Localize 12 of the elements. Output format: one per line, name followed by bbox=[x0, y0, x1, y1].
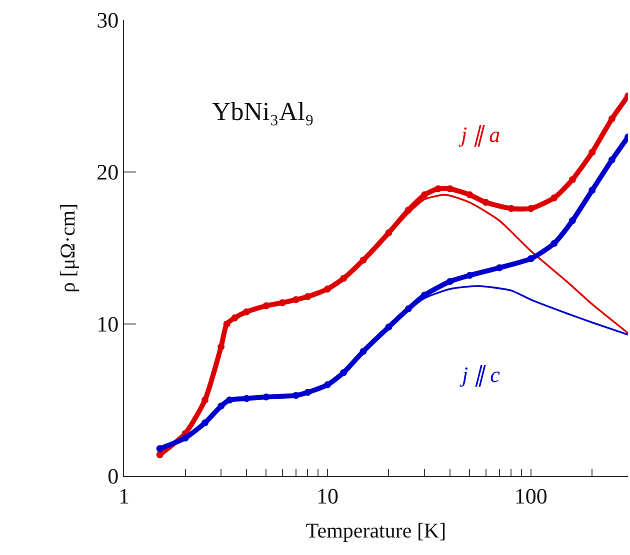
series-label: j ∥ a bbox=[458, 122, 500, 147]
text: j ∥ c bbox=[459, 362, 500, 387]
y-tick-label: 0 bbox=[108, 464, 119, 489]
y-tick-label: 30 bbox=[96, 8, 119, 33]
y-axis-title: ρ [μΩ·cm] bbox=[56, 203, 80, 293]
x-tick-label: 10 bbox=[316, 483, 338, 508]
x-tick-label: 100 bbox=[514, 483, 548, 508]
y-tick-label: 10 bbox=[96, 312, 119, 337]
y-tick-label: 20 bbox=[96, 160, 119, 185]
text: YbNi₃Al₉ bbox=[212, 97, 314, 126]
x-tick-label: 1 bbox=[118, 483, 130, 508]
x-axis-title: Temperature [K] bbox=[306, 518, 446, 543]
